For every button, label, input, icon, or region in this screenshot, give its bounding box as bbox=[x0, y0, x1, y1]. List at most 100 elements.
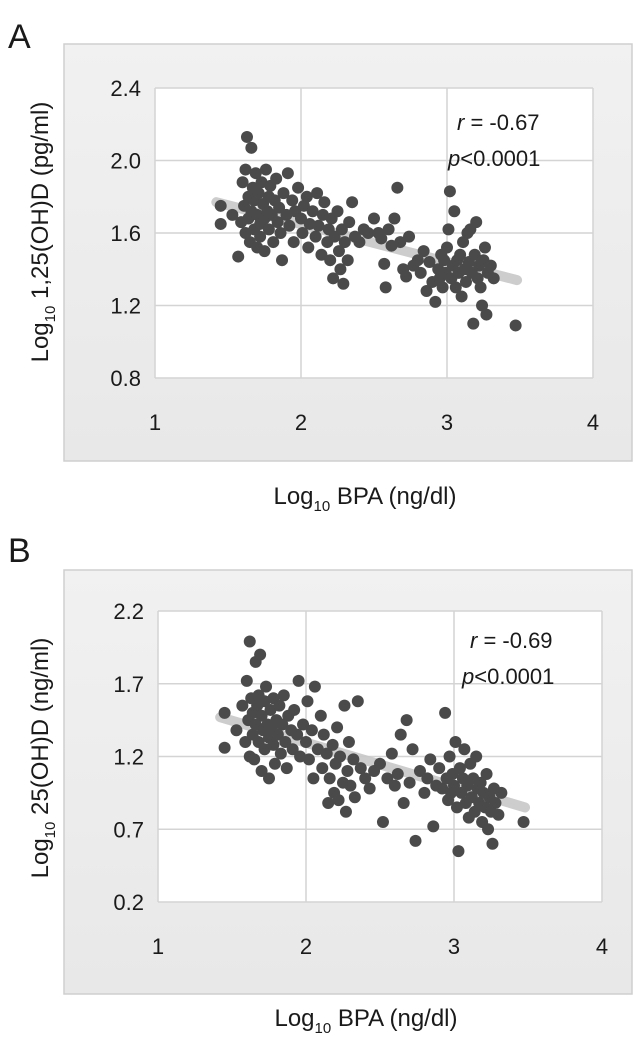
panel-b-data-point bbox=[302, 753, 315, 766]
panel-b-data-point bbox=[301, 695, 314, 708]
panel-a-data-point bbox=[457, 236, 470, 249]
panel-a-data-point bbox=[441, 241, 453, 254]
panel-a-data-point bbox=[276, 254, 289, 267]
panel-a-data-point bbox=[295, 212, 307, 225]
panel-b-data-point bbox=[267, 738, 280, 751]
panel-a-data-point bbox=[254, 230, 267, 243]
panel-a-p-value: <0.0001 bbox=[460, 146, 540, 171]
panel-b-data-point bbox=[348, 791, 361, 804]
panel-a-data-point bbox=[388, 212, 401, 225]
panel-a-data-point bbox=[343, 216, 356, 229]
panel-b-data-point bbox=[268, 757, 281, 770]
panel-a-data-point bbox=[271, 216, 284, 229]
panel-a-data-point bbox=[414, 266, 427, 279]
panel-b-x-tick-label: 2 bbox=[300, 934, 312, 959]
panel-a-data-point bbox=[232, 250, 245, 263]
panel-b-data-point bbox=[439, 706, 452, 719]
panel-a-x-tick-label: 3 bbox=[441, 410, 453, 435]
panel-b-data-point bbox=[486, 837, 499, 850]
panel-b-data-point bbox=[260, 680, 273, 693]
panel-b-x-axis-title: Log10 BPA (ng/dl) bbox=[274, 1005, 457, 1037]
panel-a-data-point bbox=[455, 290, 468, 303]
panel-a-y-tick-label: 1.6 bbox=[110, 221, 141, 246]
panel-b-p-symbol: p bbox=[461, 664, 474, 689]
panel-a-data-point bbox=[476, 299, 489, 312]
panel-b-r-symbol: r bbox=[470, 628, 479, 653]
panel-b-data-point bbox=[452, 845, 465, 858]
panel-a-data-point bbox=[353, 236, 366, 249]
panel-a-data-point bbox=[274, 227, 287, 239]
panel-a-data-point bbox=[283, 219, 296, 232]
panel-a-data-point bbox=[240, 130, 253, 143]
panel-b-data-point bbox=[258, 743, 271, 756]
panel-b-data-point bbox=[376, 815, 389, 828]
panel-a-data-point bbox=[337, 277, 350, 290]
panel-a-data-point bbox=[270, 172, 283, 185]
panel-a-data-point bbox=[394, 236, 407, 249]
panel-b-data-point bbox=[413, 765, 426, 778]
panel-a-data-point bbox=[362, 227, 375, 239]
panel-a-points bbox=[214, 130, 522, 332]
panel-a-data-point bbox=[438, 254, 451, 267]
panel-b-data-point bbox=[279, 735, 292, 748]
panel-a-data-point bbox=[309, 230, 322, 243]
panel-b-data-point bbox=[470, 750, 483, 763]
panel-b-r-value: = -0.69 bbox=[477, 628, 552, 653]
panel-b-data-point bbox=[280, 762, 293, 775]
panel-b-data-point bbox=[448, 779, 460, 792]
panel-a-data-point bbox=[420, 285, 433, 297]
panel-b-data-point bbox=[406, 743, 419, 756]
panel-a-data-point bbox=[259, 163, 272, 176]
panel-b-data-point bbox=[243, 635, 256, 648]
panel-a-data-point bbox=[400, 270, 413, 283]
panel-b-data-point bbox=[320, 747, 333, 760]
panel-a-data-point bbox=[474, 281, 487, 294]
panel-a-x-tick-label: 2 bbox=[295, 410, 307, 435]
panel-b-data-point bbox=[391, 767, 404, 780]
panel-b-data-point bbox=[323, 772, 336, 785]
panel-b-data-point bbox=[276, 718, 289, 731]
panel-a-x-tick-labels: 1 2 3 4 bbox=[149, 410, 599, 435]
panel-b-data-point bbox=[311, 743, 324, 756]
panel-a-data-point bbox=[262, 223, 275, 236]
panel-b-data-point bbox=[403, 776, 416, 789]
panel-b-data-point bbox=[418, 786, 431, 799]
panel-b-data-point bbox=[264, 703, 277, 716]
panel-a-x-axis-title: Log10 BPA (ng/dl) bbox=[273, 483, 456, 515]
panel-b-data-point bbox=[255, 765, 268, 778]
panel-a-data-point bbox=[471, 272, 484, 285]
panel-a-data-point bbox=[239, 163, 252, 176]
panel-a-data-point bbox=[346, 196, 359, 209]
panel-b-x-tick-label: 1 bbox=[152, 934, 164, 959]
panel-a-data-point bbox=[327, 272, 340, 285]
panel-a-y-tick-label: 2.4 bbox=[110, 76, 141, 101]
panel-a-data-point bbox=[312, 219, 325, 232]
panel-a-data-point bbox=[245, 141, 258, 154]
panel-a-data-point bbox=[478, 241, 491, 254]
panel-b-data-point bbox=[374, 757, 386, 770]
panel-b-data-point bbox=[277, 689, 290, 702]
panel-b-data-point bbox=[317, 728, 330, 741]
panel-a-data-point bbox=[267, 236, 280, 249]
panel-a-data-point bbox=[449, 281, 462, 294]
panel-b-data-point bbox=[292, 674, 305, 687]
panel-a-data-point bbox=[375, 232, 388, 245]
panel-a-data-point bbox=[324, 254, 337, 267]
panel-b-y-tick-label: 1.2 bbox=[113, 745, 144, 770]
panel-a-data-point bbox=[315, 248, 328, 261]
panel-b-y-tick-label: 1.7 bbox=[113, 672, 144, 697]
panel-a-x-tick-label: 1 bbox=[149, 410, 161, 435]
panel-b-y-tick-label: 0.2 bbox=[113, 890, 144, 915]
panel-a-data-point bbox=[252, 187, 265, 200]
panel-a-data-point bbox=[470, 216, 483, 229]
panel-a-data-point bbox=[226, 208, 239, 221]
panel-a-data-point bbox=[382, 223, 395, 236]
panel-b-data-point bbox=[255, 709, 268, 722]
panel-b-y-tick-label: 2.2 bbox=[113, 599, 144, 624]
panel-b-data-point bbox=[397, 797, 410, 810]
panel-b-data-point bbox=[489, 797, 502, 810]
panel-a-data-point bbox=[286, 194, 299, 207]
panel-b-data-point bbox=[421, 772, 434, 785]
panel-a-data-point bbox=[443, 185, 456, 198]
panel-b-data-point bbox=[381, 772, 394, 785]
